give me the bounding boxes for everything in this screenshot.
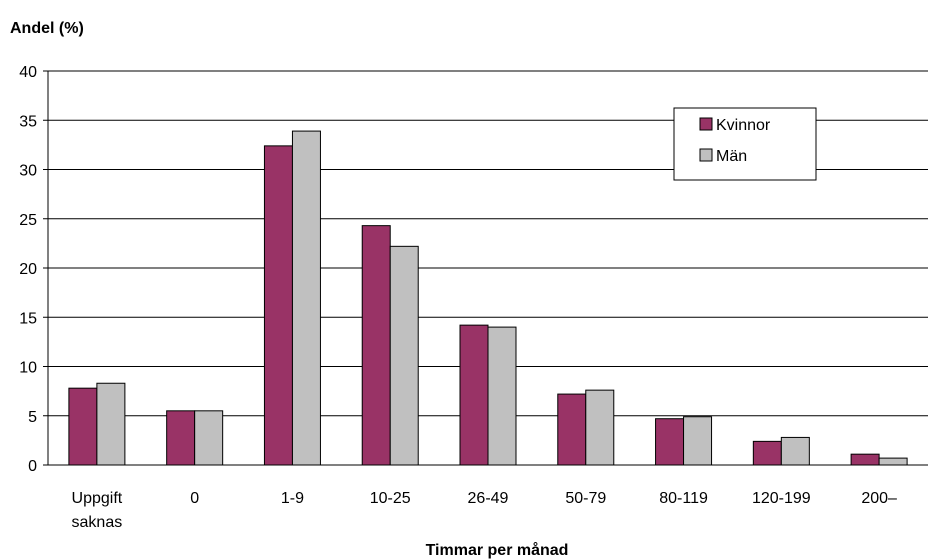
bar-kvinnor	[655, 418, 685, 466]
x-tick-label: 10-25	[370, 490, 411, 507]
legend-swatch	[699, 117, 713, 131]
axes	[47, 71, 928, 466]
legend-swatch	[699, 148, 713, 162]
bars-group	[68, 130, 908, 466]
bar-kvinnor	[166, 410, 196, 466]
legend-label: Kvinnor	[716, 117, 771, 134]
bar-man	[780, 436, 810, 466]
x-tick-labels: Uppgift saknas 0 1-9 10-25 26-49 50-79 80-119 12…	[72, 490, 897, 531]
bar-man	[194, 410, 224, 466]
bar-man	[291, 130, 321, 466]
legend-box	[673, 107, 817, 181]
y-tick-label: 15	[19, 310, 37, 327]
x-tick-label: 50-79	[565, 490, 606, 507]
x-tick-label: Uppgift	[72, 490, 123, 507]
x-tick-label: 80-119	[659, 490, 708, 507]
y-tick-label: 5	[28, 409, 37, 426]
y-tick-label: 20	[19, 261, 37, 278]
x-axis-title: Timmar per månad	[426, 541, 569, 559]
y-tick-label: 30	[19, 163, 37, 180]
bar-man	[585, 389, 615, 466]
y-tick-label: 40	[19, 64, 37, 81]
bar-man	[389, 245, 419, 466]
bar-kvinnor	[361, 225, 391, 466]
x-tick-label: 120-199	[752, 490, 811, 507]
x-tick-label: 0	[190, 490, 199, 507]
bar-man	[96, 382, 126, 466]
bar-kvinnor	[557, 393, 587, 466]
y-tick-labels: 0 5 10 15 20 25 30 35 40	[19, 64, 37, 475]
y-tick-label: 25	[19, 212, 37, 229]
bar-kvinnor	[263, 145, 293, 466]
bar-man	[878, 457, 908, 466]
y-tick-label: 0	[28, 458, 37, 475]
bar-man	[683, 416, 713, 466]
bar-kvinnor	[752, 440, 782, 466]
bar-kvinnor	[459, 324, 489, 466]
y-tick-label: 35	[19, 113, 37, 130]
y-tick-label: 10	[19, 360, 37, 377]
x-tick-label: 26-49	[468, 490, 509, 507]
bar-kvinnor	[68, 387, 98, 466]
y-axis-title: Andel (%)	[10, 20, 84, 37]
bar-kvinnor	[850, 453, 880, 466]
x-tick-label: saknas	[72, 514, 123, 531]
x-tick-label: 200–	[861, 490, 897, 507]
x-tick-label: 1-9	[281, 490, 304, 507]
bar-man	[487, 326, 517, 466]
legend-label: Män	[716, 148, 747, 165]
legend: Kvinnor Män	[673, 107, 817, 181]
